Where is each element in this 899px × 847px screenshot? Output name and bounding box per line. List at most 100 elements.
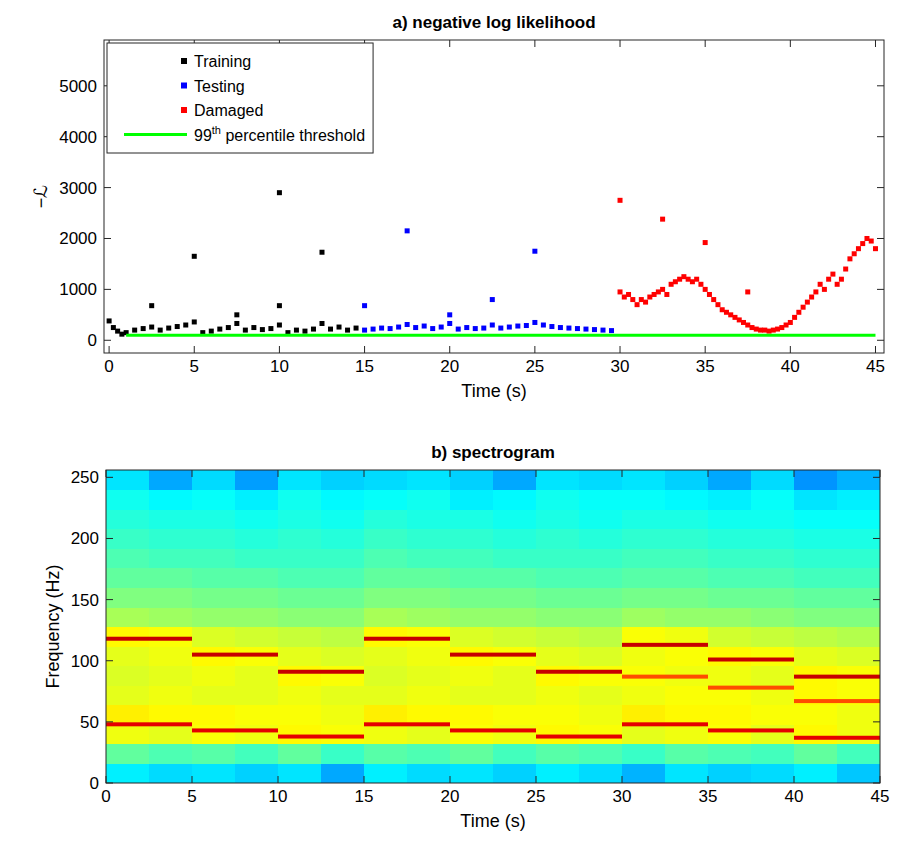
heatmap-cell bbox=[321, 548, 365, 568]
heatmap-cell bbox=[665, 548, 709, 568]
heatmap-cell bbox=[364, 724, 408, 744]
y-tick bbox=[106, 477, 113, 478]
heatmap-cell bbox=[622, 607, 666, 627]
spectral-peak bbox=[536, 670, 622, 674]
heatmap-cell bbox=[665, 587, 709, 607]
heatmap-cell bbox=[794, 490, 838, 510]
point bbox=[413, 325, 418, 330]
heatmap-cell bbox=[708, 568, 752, 588]
y-tick-label: 150 bbox=[71, 591, 99, 610]
threshold-line bbox=[126, 334, 875, 337]
heatmap-cell bbox=[751, 568, 795, 588]
point bbox=[515, 324, 520, 329]
legend: TrainingTestingDamaged99th percentile th… bbox=[107, 43, 373, 153]
x-tick bbox=[536, 470, 537, 477]
x-tick-label: 45 bbox=[866, 357, 885, 376]
plot-background bbox=[106, 470, 880, 783]
heatmap-cell bbox=[665, 607, 709, 627]
heatmap-cell bbox=[278, 685, 322, 705]
point bbox=[864, 236, 869, 241]
heatmap-cell bbox=[579, 587, 623, 607]
x-tick-label: 30 bbox=[611, 357, 630, 376]
point bbox=[745, 289, 750, 294]
legend-label: Damaged bbox=[194, 102, 263, 119]
heatmap-cell bbox=[536, 568, 580, 588]
point bbox=[260, 327, 265, 332]
heatmap-cell bbox=[665, 470, 709, 490]
point bbox=[149, 325, 154, 330]
heatmap-cell bbox=[579, 568, 623, 588]
point bbox=[192, 319, 197, 324]
heatmap-cell bbox=[794, 509, 838, 529]
x-tick bbox=[278, 776, 279, 783]
heatmap-cell bbox=[708, 646, 752, 666]
spectral-peak bbox=[708, 686, 794, 690]
legend-swatch bbox=[181, 58, 187, 64]
heatmap-cell bbox=[235, 548, 279, 568]
y-tick bbox=[877, 187, 884, 188]
heatmap-cell bbox=[622, 705, 666, 725]
y-tick bbox=[106, 783, 113, 784]
point bbox=[822, 287, 827, 292]
x-tick bbox=[620, 40, 621, 47]
point bbox=[869, 239, 874, 244]
point bbox=[830, 272, 835, 277]
heatmap-cell bbox=[149, 470, 193, 490]
heatmap-cell bbox=[364, 705, 408, 725]
y-axis-title: Frequency (Hz) bbox=[43, 564, 63, 688]
heatmap-cell bbox=[837, 529, 880, 549]
heatmap-cell bbox=[192, 607, 236, 627]
y-tick bbox=[873, 660, 880, 661]
point bbox=[818, 282, 823, 287]
legend-text-sup: th bbox=[212, 124, 221, 136]
point bbox=[728, 312, 733, 317]
x-tick bbox=[794, 776, 795, 783]
heatmap-cell bbox=[321, 587, 365, 607]
heatmap-cell bbox=[450, 724, 494, 744]
x-tick bbox=[364, 470, 365, 477]
heatmap-cell bbox=[622, 744, 666, 764]
heatmap-cell bbox=[364, 587, 408, 607]
x-tick bbox=[622, 470, 623, 477]
axes-frame bbox=[106, 470, 880, 783]
heatmap-cell bbox=[407, 607, 451, 627]
y-tick bbox=[873, 599, 880, 600]
point bbox=[703, 240, 708, 245]
heatmap-cell bbox=[794, 587, 838, 607]
heatmap-cell bbox=[794, 470, 838, 490]
point bbox=[873, 246, 878, 251]
heatmap-cell bbox=[493, 607, 537, 627]
heatmap-cell bbox=[407, 509, 451, 529]
point bbox=[362, 303, 367, 308]
heatmap-cell bbox=[364, 744, 408, 764]
spectral-peak bbox=[364, 637, 450, 641]
point bbox=[592, 327, 597, 332]
heatmap-cell bbox=[278, 529, 322, 549]
heatmap-cell bbox=[278, 705, 322, 725]
heatmap-cell bbox=[536, 607, 580, 627]
x-tick-label: 5 bbox=[190, 357, 199, 376]
point bbox=[149, 303, 154, 308]
point bbox=[388, 326, 393, 331]
heatmap-cell bbox=[407, 529, 451, 549]
point bbox=[694, 277, 699, 282]
heatmap-cell bbox=[407, 568, 451, 588]
x-tick bbox=[875, 346, 876, 353]
heatmap-cell bbox=[106, 685, 150, 705]
x-tick bbox=[449, 346, 450, 353]
x-tick-label: 35 bbox=[699, 787, 718, 806]
heatmap-cell bbox=[149, 705, 193, 725]
point bbox=[354, 326, 359, 331]
heatmap-cell bbox=[192, 666, 236, 686]
heatmap-cell bbox=[837, 627, 880, 647]
heatmap-cell bbox=[407, 666, 451, 686]
point bbox=[660, 287, 665, 292]
heatmap-cell bbox=[493, 568, 537, 588]
heatmap-cell bbox=[536, 646, 580, 666]
heatmap-cell bbox=[278, 568, 322, 588]
x-tick bbox=[450, 776, 451, 783]
heatmap-cell bbox=[794, 744, 838, 764]
heatmap-cell bbox=[665, 568, 709, 588]
heatmap-cell bbox=[622, 490, 666, 510]
spectral-peak bbox=[106, 722, 192, 726]
